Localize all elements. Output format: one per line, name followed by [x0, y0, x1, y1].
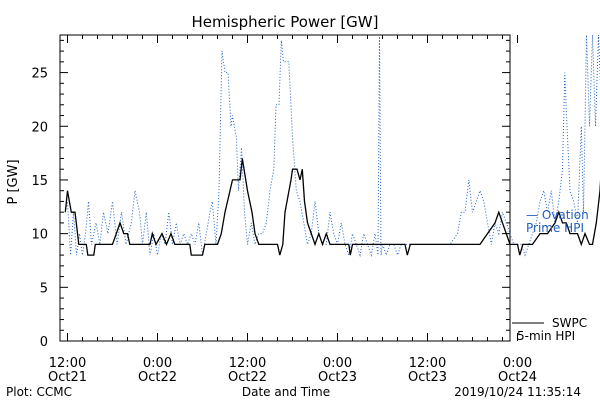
- axis-ticks: 051015202512:00Oct210:00Oct2212:00Oct220…: [31, 35, 537, 385]
- footer-timestamp: 2019/10/24 11:35:14: [454, 385, 581, 399]
- series-ovation-prime-hpi: [64, 34, 600, 258]
- x-tick-time-label: 12:00: [409, 356, 446, 371]
- legend-ovation-label-2: Prime HPI: [526, 221, 584, 235]
- x-tick-date-label: Oct23: [408, 370, 447, 385]
- plot-frame: [59, 34, 511, 342]
- y-tick-label: 25: [31, 67, 48, 82]
- y-tick-label: 5: [40, 281, 48, 296]
- chart-title: Hemispheric Power [GW]: [192, 13, 379, 31]
- legend-swpc-label-1: SWPC: [552, 316, 587, 330]
- x-tick-date-label: Oct22: [138, 370, 177, 385]
- x-tick-time-label: 0:00: [143, 356, 172, 371]
- legend-ovation: — Ovation Prime HPI: [526, 208, 589, 235]
- x-tick-date-label: Oct23: [318, 370, 357, 385]
- x-tick-time-label: 12:00: [229, 356, 266, 371]
- x-axis-label: Date and Time: [242, 385, 330, 399]
- legend-swpc-label-2: 5-min HPI: [517, 329, 575, 343]
- x-tick-time-label: 0:00: [503, 356, 532, 371]
- series-layer: [64, 34, 600, 258]
- x-tick-time-label: 12:00: [49, 356, 86, 371]
- y-tick-label: 15: [31, 174, 48, 189]
- y-axis-label: P [GW]: [6, 159, 21, 204]
- plot-axes: [59, 34, 511, 342]
- x-tick-date-label: Oct24: [498, 370, 537, 385]
- y-tick-label: 20: [31, 120, 48, 135]
- x-tick-time-label: 0:00: [323, 356, 352, 371]
- x-tick-date-label: Oct21: [48, 370, 87, 385]
- footer-credit: Plot: CCMC: [6, 385, 72, 399]
- y-tick-label: 0: [40, 335, 48, 350]
- x-tick-date-label: Oct22: [228, 370, 267, 385]
- legend-ovation-label-1: — Ovation: [526, 208, 589, 222]
- y-tick-label: 10: [31, 228, 48, 243]
- legend-swpc: SWPC 5-min HPI: [512, 316, 587, 343]
- series-swpc-5min-hpi: [64, 158, 600, 256]
